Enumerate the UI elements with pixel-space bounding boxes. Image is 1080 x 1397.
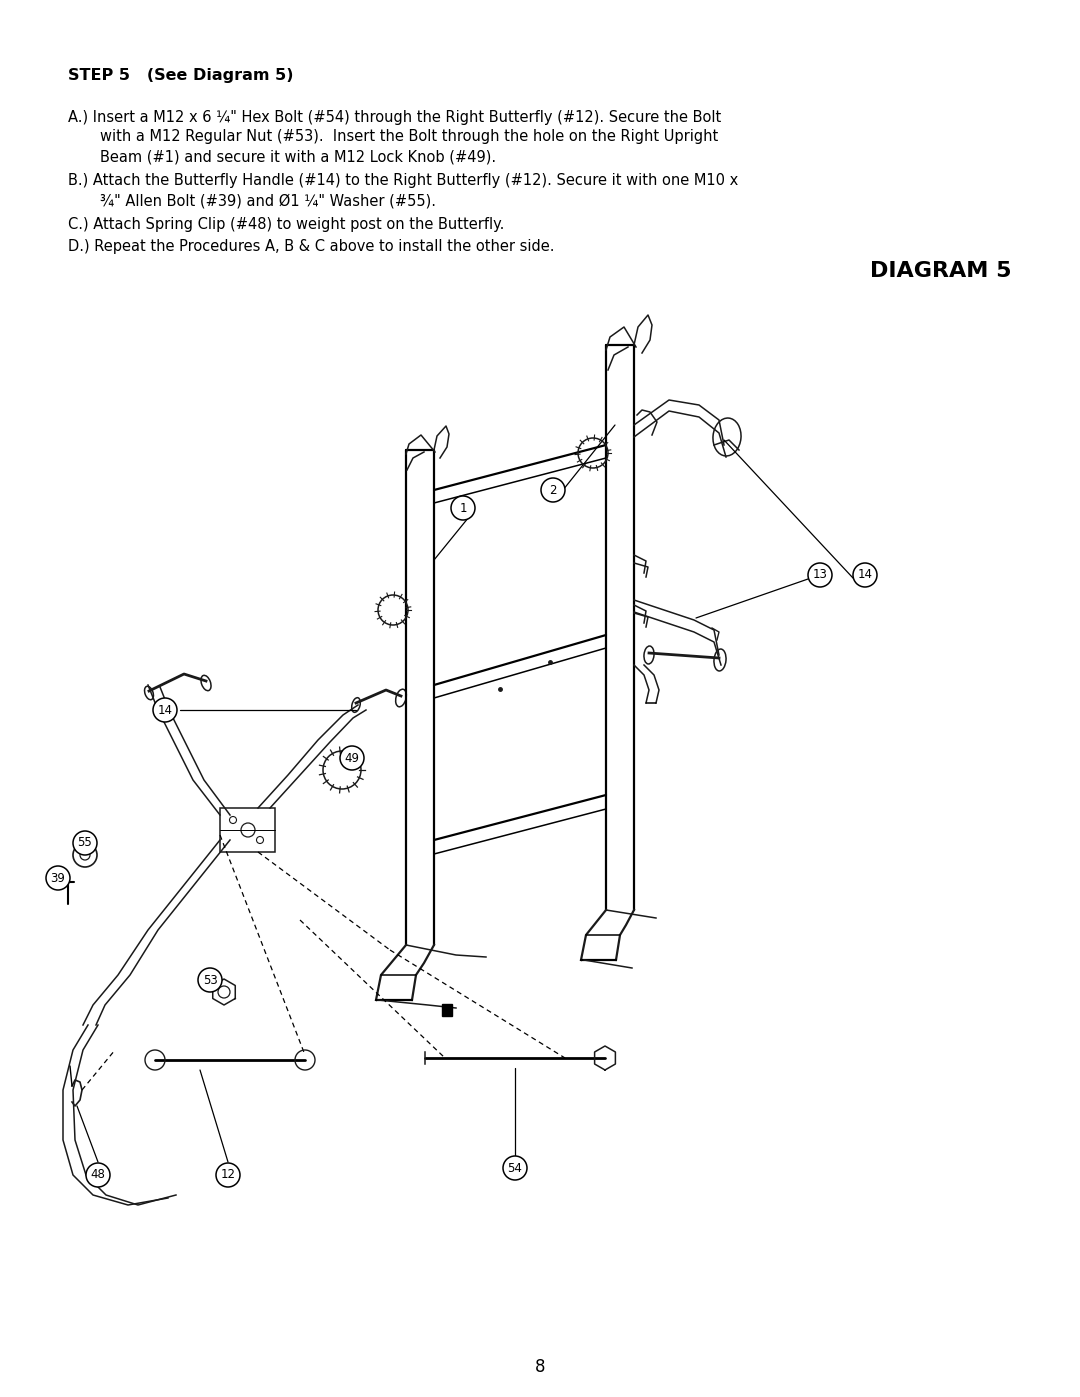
Text: 8: 8 [535, 1358, 545, 1376]
Circle shape [541, 478, 565, 502]
Circle shape [451, 496, 475, 520]
Text: ¾" Allen Bolt (#39) and Ø1 ¼" Washer (#55).: ¾" Allen Bolt (#39) and Ø1 ¼" Washer (#5… [100, 193, 436, 208]
Text: STEP 5   (See Diagram 5): STEP 5 (See Diagram 5) [68, 68, 294, 82]
Circle shape [46, 866, 70, 890]
Text: 14: 14 [158, 704, 173, 717]
Text: 12: 12 [220, 1168, 235, 1182]
Circle shape [86, 1162, 110, 1187]
Circle shape [503, 1155, 527, 1180]
Bar [220, 807, 275, 852]
Text: with a M12 Regular Nut (#53).  Insert the Bolt through the hole on the Right Upr: with a M12 Regular Nut (#53). Insert the… [100, 130, 718, 144]
Circle shape [853, 563, 877, 587]
Text: 39: 39 [51, 872, 66, 884]
Text: 55: 55 [78, 837, 93, 849]
Text: 1: 1 [459, 502, 467, 514]
Circle shape [73, 831, 97, 855]
Circle shape [340, 746, 364, 770]
Text: 54: 54 [508, 1161, 523, 1175]
Text: 49: 49 [345, 752, 360, 764]
Text: C.) Attach Spring Clip (#48) to weight post on the Butterfly.: C.) Attach Spring Clip (#48) to weight p… [68, 217, 504, 232]
Circle shape [198, 968, 222, 992]
Text: 48: 48 [91, 1168, 106, 1182]
Text: DIAGRAM 5: DIAGRAM 5 [870, 261, 1012, 281]
Text: 53: 53 [203, 974, 217, 986]
Text: B.) Attach the Butterfly Handle (#14) to the Right Butterfly (#12). Secure it wi: B.) Attach the Butterfly Handle (#14) to… [68, 173, 739, 189]
Text: 14: 14 [858, 569, 873, 581]
Text: D.) Repeat the Procedures A, B & C above to install the other side.: D.) Repeat the Procedures A, B & C above… [68, 239, 554, 254]
Circle shape [216, 1162, 240, 1187]
Text: A.) Insert a M12 x 6 ¼" Hex Bolt (#54) through the Right Butterfly (#12). Secure: A.) Insert a M12 x 6 ¼" Hex Bolt (#54) t… [68, 110, 721, 124]
Polygon shape [442, 1004, 453, 1016]
Text: 13: 13 [812, 569, 827, 581]
Circle shape [153, 698, 177, 722]
Circle shape [808, 563, 832, 587]
Text: Beam (#1) and secure it with a M12 Lock Knob (#49).: Beam (#1) and secure it with a M12 Lock … [100, 149, 496, 163]
Text: 2: 2 [550, 483, 557, 496]
